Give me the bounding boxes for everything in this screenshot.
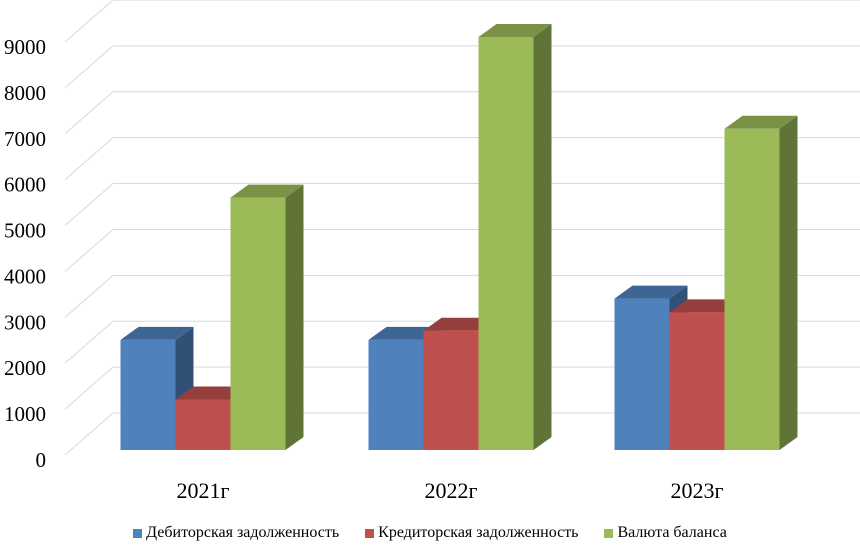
x-category-label: 2022г bbox=[424, 478, 477, 503]
legend-swatch bbox=[365, 528, 375, 538]
bar-front bbox=[368, 339, 424, 450]
bar-side bbox=[285, 184, 304, 450]
bar-top bbox=[120, 326, 194, 340]
gridline bbox=[64, 45, 860, 89]
gridline bbox=[64, 0, 860, 43]
y-tick-label: 1000 bbox=[4, 402, 46, 426]
legend-item: Валюта баланса bbox=[604, 524, 727, 542]
bar bbox=[478, 24, 552, 450]
legend-label: Дебиторская задолженность bbox=[146, 524, 340, 541]
bar-top bbox=[669, 299, 743, 313]
y-tick-label: 6000 bbox=[4, 173, 46, 197]
chart: 0 1000 2000 3000 4000 5000 6000 7000 8000 9000 20… bbox=[4, 0, 860, 503]
bar-top bbox=[478, 24, 552, 37]
bar-front bbox=[120, 339, 176, 450]
bar-front bbox=[175, 399, 231, 450]
y-tick-label: 2000 bbox=[4, 356, 46, 380]
y-tick-label: 4000 bbox=[4, 264, 46, 288]
legend-swatch bbox=[604, 528, 614, 538]
bar-side bbox=[779, 115, 798, 451]
bar-front bbox=[669, 312, 725, 450]
y-tick-label: 7000 bbox=[4, 127, 46, 151]
chart-bars bbox=[120, 24, 798, 451]
bar bbox=[230, 184, 304, 450]
bar-front bbox=[724, 128, 780, 450]
bar-front bbox=[478, 37, 534, 450]
bar-front bbox=[614, 298, 670, 450]
y-tick-label: 8000 bbox=[4, 81, 46, 105]
bar-side bbox=[533, 24, 552, 450]
x-category-label: 2021г bbox=[176, 478, 229, 503]
chart-legend: Дебиторская задолженность Кредиторская за… bbox=[0, 524, 860, 542]
legend-label: Кредиторская задолженность bbox=[378, 524, 579, 541]
legend-item: Дебиторская задолженность bbox=[133, 524, 339, 542]
legend-label: Валюта баланса bbox=[617, 524, 727, 541]
bar-top bbox=[230, 184, 304, 198]
y-tick-label: 0 bbox=[36, 448, 47, 472]
y-tick-label: 3000 bbox=[4, 310, 46, 334]
y-tick-label: 5000 bbox=[4, 219, 46, 243]
x-category-label: 2023г bbox=[670, 478, 723, 503]
y-tick-label: 9000 bbox=[4, 35, 46, 59]
legend-item: Кредиторская задолженность bbox=[365, 524, 578, 542]
y-axis-ticks: 0 1000 2000 3000 4000 5000 6000 7000 8000 9000 bbox=[4, 35, 46, 472]
bar-front bbox=[423, 330, 479, 450]
bar-top bbox=[614, 285, 688, 299]
bar-top bbox=[368, 326, 442, 340]
bar bbox=[724, 115, 798, 451]
bar-front bbox=[230, 197, 286, 450]
bar-top bbox=[423, 317, 497, 331]
bar-top bbox=[175, 386, 249, 400]
x-axis-categories: 2021г 2022г 2023г bbox=[176, 478, 723, 503]
bar-top bbox=[724, 115, 798, 129]
legend-swatch bbox=[133, 528, 143, 538]
